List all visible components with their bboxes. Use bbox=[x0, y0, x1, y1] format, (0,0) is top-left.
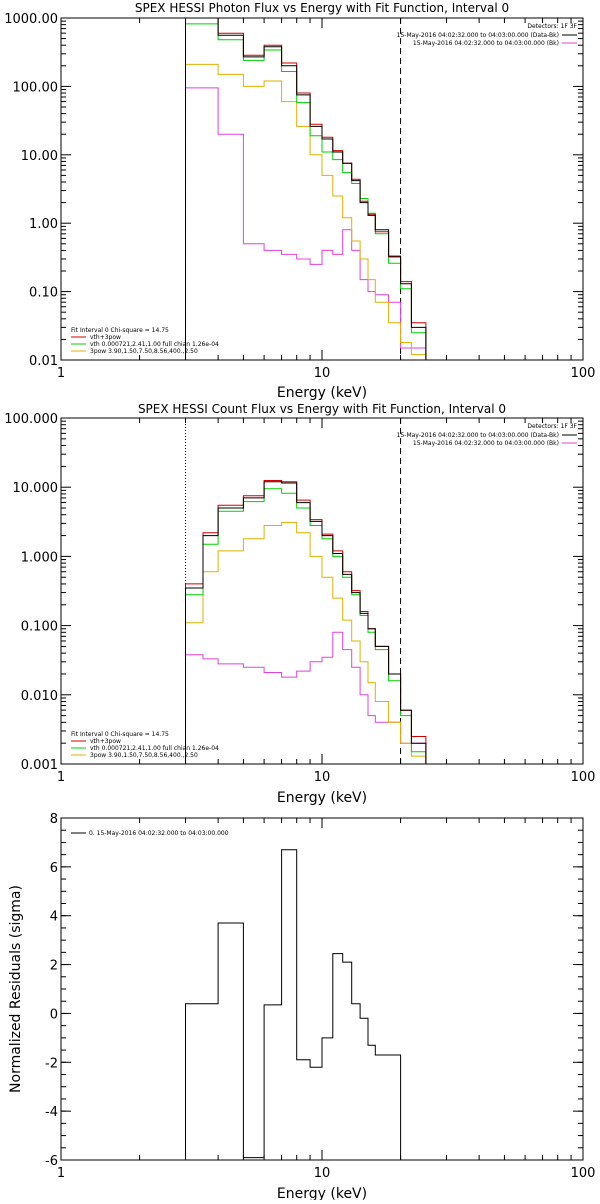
legend-entry-label: 15-May-2016 04:02:32.000 to 04:03:00.000… bbox=[413, 40, 559, 47]
x-tick-label: 10 bbox=[314, 770, 331, 785]
x-tick-label: 10 bbox=[314, 1166, 331, 1181]
x-tick-label: 1 bbox=[57, 1166, 65, 1181]
series-line-data-bk bbox=[185, 17, 427, 360]
x-tick-label: 1 bbox=[57, 770, 65, 785]
legend-entry-label: vth+3pow bbox=[90, 334, 121, 341]
plot-frame bbox=[60, 417, 584, 765]
residuals-panel: Energy (keV) Normalized Residuals (sigma… bbox=[8, 812, 596, 1202]
legend-header: Fit Interval 0 Chi-square = 14.75 bbox=[71, 731, 169, 738]
y-tick-label: 100.000 bbox=[4, 412, 58, 427]
legend-entry-label: 15-May-2016 04:02:32.000 to 04:03:00.000… bbox=[397, 32, 559, 39]
x-axis-label: Energy (keV) bbox=[277, 1186, 367, 1200]
y-tick-label: 1000.00 bbox=[4, 12, 58, 27]
y-tick-label: 0 bbox=[50, 1007, 58, 1022]
photon-flux-panel: SPEX HESSI Photon Flux vs Energy with Fi… bbox=[4, 1, 595, 401]
legend-entry-label: vth+3pow bbox=[90, 738, 121, 745]
plot-frame bbox=[60, 17, 584, 361]
y-tick-label: 1.000 bbox=[21, 550, 58, 565]
legend-entry-label: 15-May-2016 04:02:32.000 to 04:03:00.000… bbox=[413, 440, 559, 447]
x-axis-label: Energy (keV) bbox=[277, 790, 367, 806]
series-line-3pow bbox=[185, 63, 427, 360]
series-line-3pow bbox=[185, 521, 427, 764]
y-tick-label: 1.00 bbox=[29, 217, 58, 232]
x-tick-label: 1 bbox=[57, 366, 65, 381]
legend-header: Fit Interval 0 Chi-square = 14.75 bbox=[71, 327, 169, 334]
y-tick-label: 0.100 bbox=[21, 620, 58, 635]
count-flux-panel: SPEX HESSI Count Flux vs Energy with Fit… bbox=[4, 402, 595, 806]
x-tick-label: 100 bbox=[571, 366, 596, 381]
legend-header: Detectors: 1F 3F bbox=[527, 423, 577, 430]
y-tick-label: 6 bbox=[50, 861, 58, 876]
legend-entry-label: 0. 15-May-2016 04:02:32.000 to 04:03:00.… bbox=[89, 830, 229, 837]
y-tick-label: 2 bbox=[50, 959, 58, 974]
plot-frame bbox=[60, 817, 584, 1161]
y-tick-label: 0.10 bbox=[29, 286, 58, 301]
legend-entry-label: vth 0.000721,2.41,1.00 full chian 1.26e-… bbox=[90, 745, 219, 752]
y-tick-label: 100.00 bbox=[13, 80, 59, 95]
series-line-bk bbox=[185, 87, 427, 360]
series-line-data-bk bbox=[185, 481, 427, 764]
y-tick-label: -2 bbox=[45, 1056, 58, 1071]
x-tick-label: 100 bbox=[571, 770, 596, 785]
y-tick-label: -6 bbox=[45, 1154, 58, 1169]
legend-entry-label: vth 0.000721,2.41,1.00 full chian 1.26e-… bbox=[90, 341, 219, 348]
x-tick-label: 100 bbox=[571, 1166, 596, 1181]
y-tick-label: 10.000 bbox=[13, 481, 59, 496]
x-tick-label: 10 bbox=[314, 366, 331, 381]
y-tick-label: 4 bbox=[50, 910, 58, 925]
y-tick-label: 0.01 bbox=[29, 354, 58, 369]
series-line-vth bbox=[185, 23, 427, 360]
x-axis-label: Energy (keV) bbox=[277, 385, 367, 401]
legend-entry-label: 3pow 3.90,1.50,7.50,8.56,400.,2.50 bbox=[90, 348, 198, 355]
legend-header: Detectors: 1F 3F bbox=[527, 23, 577, 30]
series-line-vth-3pow bbox=[185, 480, 427, 764]
series-line-bk bbox=[185, 631, 427, 764]
legend-entry-label: 15-May-2016 04:02:32.000 to 04:03:00.000… bbox=[397, 432, 559, 439]
y-tick-label: 0.001 bbox=[21, 758, 58, 773]
legend-entry-label: 3pow 3.90,1.50,7.50,8.56,400.,2.50 bbox=[90, 752, 198, 759]
chart-title: SPEX HESSI Count Flux vs Energy with Fit… bbox=[138, 402, 506, 416]
series-line-0-15-may-2016-04-02-32-000-to-04-03-00-000 bbox=[185, 849, 402, 1160]
series-line-vth-3pow bbox=[185, 17, 427, 360]
y-tick-label: 10.00 bbox=[21, 149, 58, 164]
y-tick-label: -4 bbox=[45, 1105, 58, 1120]
y-tick-label: 0.010 bbox=[21, 689, 58, 704]
chart-title: SPEX HESSI Photon Flux vs Energy with Fi… bbox=[135, 1, 509, 15]
y-tick-label: 8 bbox=[50, 812, 58, 827]
y-axis-label: Normalized Residuals (sigma) bbox=[8, 885, 24, 1093]
